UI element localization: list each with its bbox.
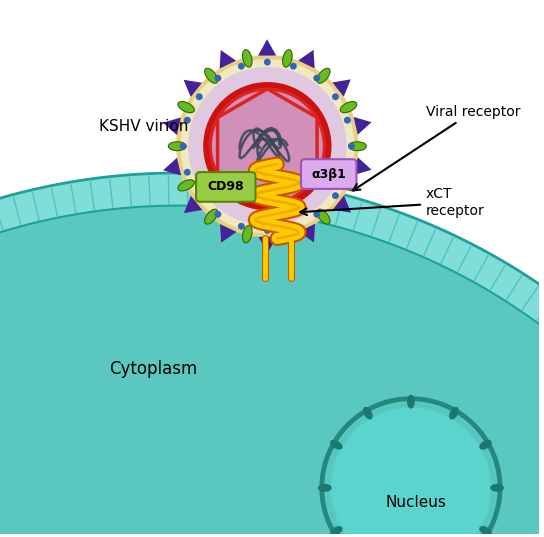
Ellipse shape [178, 180, 194, 191]
Circle shape [196, 192, 203, 199]
Ellipse shape [283, 49, 292, 67]
Text: α3β1: α3β1 [311, 168, 346, 180]
Circle shape [180, 143, 187, 150]
Polygon shape [258, 237, 277, 253]
Text: KSHV virion: KSHV virion [99, 119, 188, 134]
Ellipse shape [330, 526, 343, 536]
Circle shape [238, 223, 245, 230]
Circle shape [313, 211, 320, 218]
Ellipse shape [243, 49, 252, 67]
Polygon shape [332, 409, 490, 537]
Text: Viral receptor: Viral receptor [353, 105, 520, 191]
Ellipse shape [168, 142, 186, 151]
Ellipse shape [318, 484, 332, 492]
Circle shape [264, 227, 271, 234]
Polygon shape [0, 173, 544, 537]
Polygon shape [258, 39, 276, 56]
Circle shape [313, 75, 320, 82]
Circle shape [332, 192, 339, 199]
Text: CD98: CD98 [207, 180, 244, 193]
Ellipse shape [363, 407, 373, 419]
Circle shape [184, 117, 191, 124]
Ellipse shape [407, 395, 415, 409]
Polygon shape [0, 201, 544, 537]
Ellipse shape [330, 440, 343, 449]
Polygon shape [183, 80, 202, 97]
Circle shape [188, 67, 347, 226]
Circle shape [264, 59, 271, 66]
Circle shape [348, 143, 355, 150]
Circle shape [214, 75, 221, 82]
Polygon shape [354, 117, 372, 135]
Ellipse shape [283, 226, 292, 243]
Polygon shape [163, 158, 181, 176]
Ellipse shape [205, 209, 218, 224]
Polygon shape [298, 50, 314, 68]
Text: Nucleus: Nucleus [386, 495, 446, 510]
Circle shape [178, 57, 356, 235]
Circle shape [344, 117, 351, 124]
Polygon shape [332, 79, 351, 97]
Ellipse shape [479, 526, 492, 536]
Circle shape [290, 63, 297, 70]
Polygon shape [299, 224, 315, 242]
Ellipse shape [340, 101, 357, 113]
Circle shape [238, 63, 245, 70]
Circle shape [184, 169, 191, 176]
Text: Cytoplasm: Cytoplasm [109, 360, 197, 378]
Polygon shape [220, 224, 237, 243]
Polygon shape [163, 118, 181, 135]
Text: Plasma membrane: Plasma membrane [0, 536, 1, 537]
Ellipse shape [317, 209, 330, 224]
Polygon shape [354, 157, 372, 175]
Ellipse shape [243, 226, 252, 243]
Ellipse shape [340, 180, 357, 191]
Ellipse shape [479, 440, 492, 449]
Circle shape [290, 223, 297, 230]
Ellipse shape [317, 68, 330, 83]
Ellipse shape [178, 101, 194, 113]
Circle shape [212, 91, 323, 202]
Circle shape [344, 169, 351, 176]
Ellipse shape [205, 68, 218, 83]
Polygon shape [184, 196, 202, 213]
Ellipse shape [490, 484, 504, 492]
FancyBboxPatch shape [301, 159, 356, 189]
Circle shape [214, 211, 221, 218]
Polygon shape [333, 195, 351, 213]
Circle shape [206, 85, 329, 208]
Circle shape [332, 93, 339, 100]
Polygon shape [220, 50, 236, 69]
FancyBboxPatch shape [196, 172, 256, 202]
Ellipse shape [349, 142, 366, 151]
Ellipse shape [449, 407, 459, 419]
Text: xCT
receptor: xCT receptor [300, 187, 485, 217]
Circle shape [196, 93, 203, 100]
